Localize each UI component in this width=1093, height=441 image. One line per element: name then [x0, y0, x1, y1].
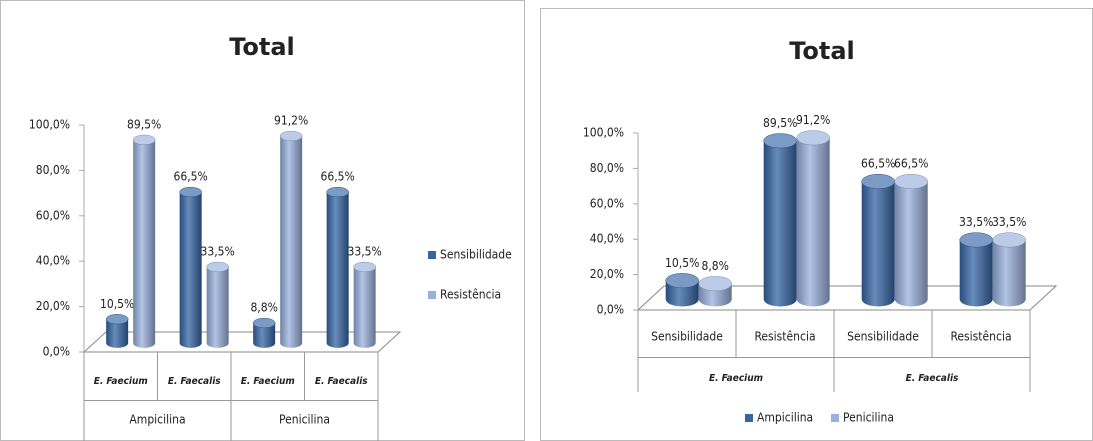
y-tick-label: 0,0% [597, 303, 624, 317]
value-label: 10,5% [665, 256, 699, 270]
legend-swatch [428, 291, 436, 299]
value-label: 8,8% [701, 259, 728, 273]
y-tick-label: 40,0% [36, 254, 70, 268]
value-label: 89,5% [127, 117, 161, 131]
y-tick-label: 40,0% [590, 232, 624, 246]
group-label: Ampicilina [129, 413, 185, 427]
legend-label: Ampicilina [757, 411, 813, 425]
y-tick-label: 20,0% [36, 299, 70, 313]
x-tick-label: Resistência [754, 330, 815, 344]
group-label: E. Faecium [709, 373, 763, 384]
value-label: 91,2% [274, 114, 308, 128]
x-tick-label: E. Faecalis [315, 376, 368, 387]
bar-top [861, 173, 895, 190]
bar-top [326, 186, 349, 198]
bar-top [179, 186, 202, 198]
bar-top [894, 173, 928, 190]
y-tick-label: 60,0% [590, 196, 624, 210]
value-label: 33,5% [959, 215, 993, 229]
bar-top [665, 273, 699, 289]
floor [636, 285, 1058, 311]
bar-top [279, 130, 303, 142]
bar [206, 266, 229, 348]
legend-label: Penicilina [843, 411, 894, 425]
bar-top [105, 314, 129, 325]
y-tick-label: 100,0% [29, 118, 70, 132]
value-label: 91,2% [796, 113, 830, 127]
value-label: 33,5% [348, 245, 382, 259]
group-label: E. Faecalis [906, 373, 959, 384]
legend-swatch [428, 251, 436, 259]
x-tick-label: E. Faecium [241, 376, 295, 387]
bar [861, 181, 895, 307]
bar-top [132, 134, 156, 145]
bar-top [959, 232, 993, 248]
legend-swatch [745, 414, 753, 422]
bar-top [763, 133, 797, 149]
x-tick-label: Resistência [950, 330, 1011, 344]
bar [179, 192, 202, 348]
bar-top [252, 317, 276, 329]
bar-top [698, 276, 732, 292]
bar [326, 192, 349, 348]
bar-top [796, 130, 830, 146]
bar [253, 323, 276, 348]
bar-top [992, 232, 1026, 248]
value-label: 66,5% [861, 157, 895, 171]
value-label: 66,5% [321, 170, 355, 184]
bar [959, 239, 993, 307]
value-label: 10,5% [100, 297, 134, 311]
y-tick-label: 0,0% [43, 345, 70, 359]
value-label: 66,5% [174, 170, 208, 184]
value-label: 66,5% [894, 157, 928, 171]
value-label: 8,8% [250, 301, 277, 315]
legend-swatch [831, 414, 839, 422]
group-label: Penicilina [279, 413, 330, 427]
x-tick-label: Sensibilidade [651, 330, 723, 344]
bar [133, 139, 156, 348]
bar [353, 266, 376, 348]
bar [763, 140, 797, 307]
bar-top [206, 261, 229, 273]
value-label: 33,5% [201, 245, 235, 259]
y-tick-label: 80,0% [590, 161, 624, 175]
value-label: 33,5% [992, 215, 1026, 229]
x-tick-label: E. Faecalis [168, 376, 221, 387]
panel-border [0, 0, 525, 441]
x-tick-label: Sensibilidade [847, 330, 919, 344]
y-tick-label: 80,0% [36, 163, 70, 177]
x-tick-label: E. Faecium [94, 376, 148, 387]
bar [106, 319, 129, 348]
bar [796, 137, 830, 307]
value-label: 89,5% [763, 116, 797, 130]
bar [992, 239, 1026, 307]
chart-title: Total [229, 33, 295, 61]
legend-label: Resistência [440, 288, 501, 302]
y-tick-label: 60,0% [36, 208, 70, 222]
legend-label: Sensibilidade [440, 248, 512, 262]
y-tick-label: 100,0% [583, 126, 624, 140]
bar [280, 135, 303, 348]
y-tick-label: 20,0% [590, 267, 624, 281]
chart-title: Total [789, 37, 855, 65]
floor [82, 331, 402, 353]
bar [894, 181, 928, 307]
bar-top [353, 261, 376, 273]
